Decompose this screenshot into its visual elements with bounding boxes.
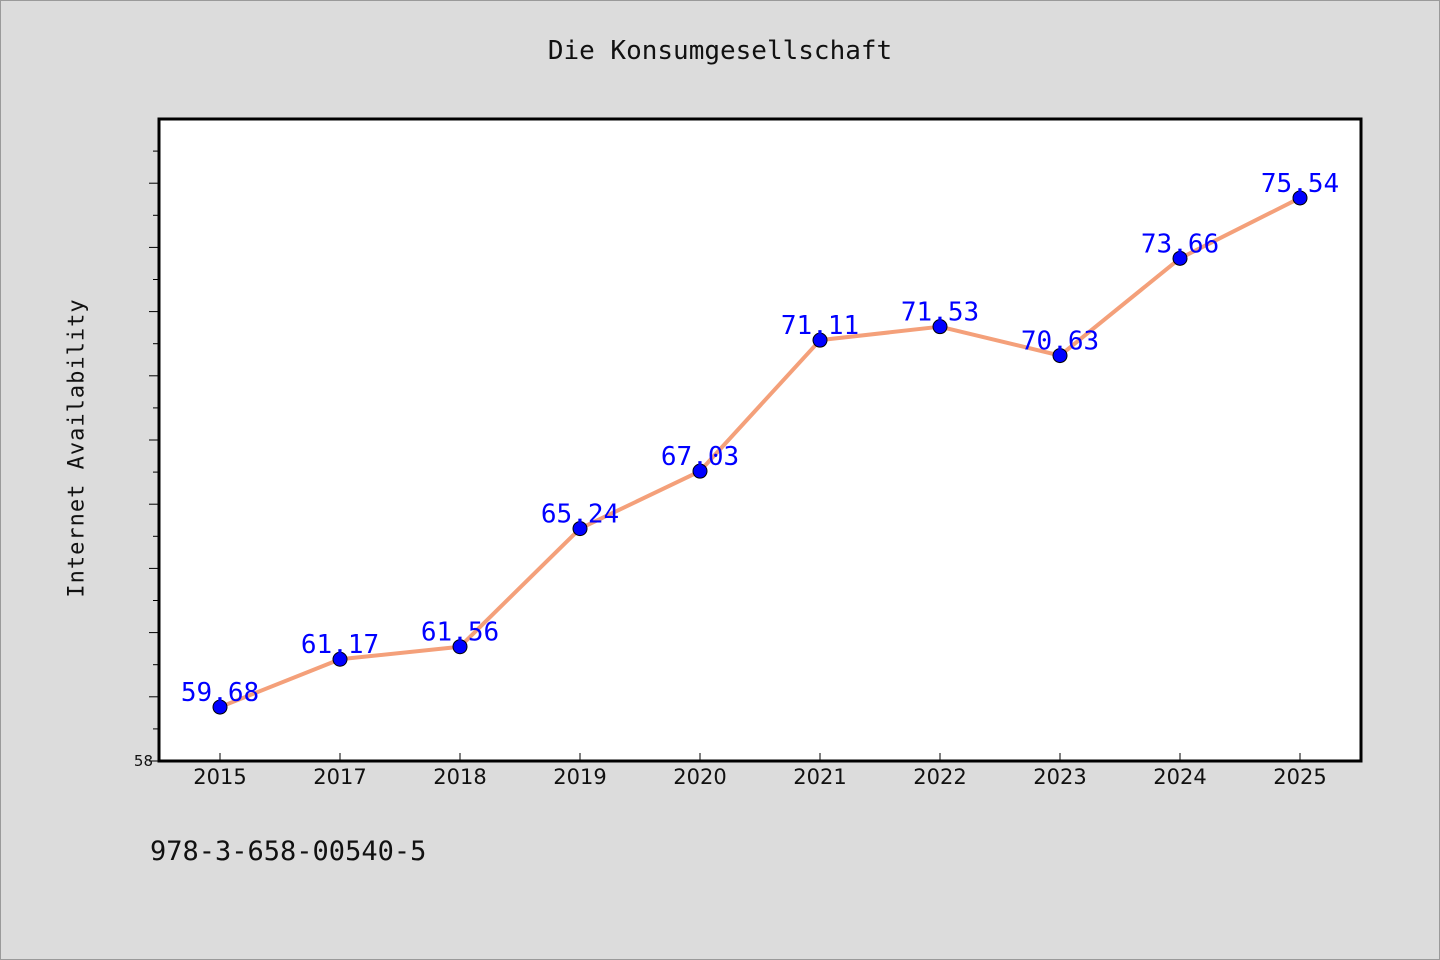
- data-point: [932, 319, 948, 335]
- x-ticks: 2015 2017 2018 2019 2020 2021 2022 2023 2024 2025: [193, 753, 1327, 789]
- data-point: [212, 699, 228, 715]
- series-line: [218, 195, 1302, 710]
- data-label: 61.17: [301, 630, 379, 660]
- data-label: 59.68: [181, 678, 259, 708]
- data-point: [692, 463, 708, 479]
- data-point: [1052, 348, 1068, 364]
- data-point: [332, 651, 348, 667]
- x-tick-label: 2024: [1153, 765, 1206, 789]
- x-tick-label: 2021: [793, 765, 846, 789]
- data-label: 71.53: [901, 298, 979, 328]
- data-label: 73.66: [1141, 229, 1219, 259]
- x-tick-label: 2019: [553, 765, 606, 789]
- data-point: [572, 521, 588, 537]
- x-tick-label: 2018: [433, 765, 486, 789]
- data-label: 67.03: [661, 442, 739, 472]
- x-tick-label: 2022: [913, 765, 966, 789]
- data-point: [452, 639, 468, 655]
- chart-title: Die Konsumgesellschaft: [547, 36, 893, 66]
- plot-area: [157, 117, 1363, 763]
- isbn-text: 978-3-658-00540-5: [150, 836, 427, 867]
- series-group: 59.68 61.17 61.56 65.24 67.03 71.11 71.53 70.63…: [181, 169, 1339, 715]
- data-point: [812, 332, 828, 348]
- x-tick-label: 2023: [1033, 765, 1086, 789]
- x-tick-label: 2025: [1273, 765, 1326, 789]
- y-tick-label: 58: [134, 752, 153, 770]
- data-point: [1292, 190, 1308, 206]
- data-label: 70.63: [1021, 327, 1099, 357]
- data-label: 71.11: [781, 311, 859, 341]
- y-ticks: 58: [134, 150, 159, 770]
- x-tick-label: 2020: [673, 765, 726, 789]
- data-label: 61.56: [421, 618, 499, 648]
- x-tick-label: 2015: [193, 765, 246, 789]
- data-label: 65.24: [541, 500, 619, 530]
- x-tick-label: 2017: [313, 765, 366, 789]
- data-label: 75.54: [1261, 169, 1339, 199]
- data-point: [1172, 250, 1188, 266]
